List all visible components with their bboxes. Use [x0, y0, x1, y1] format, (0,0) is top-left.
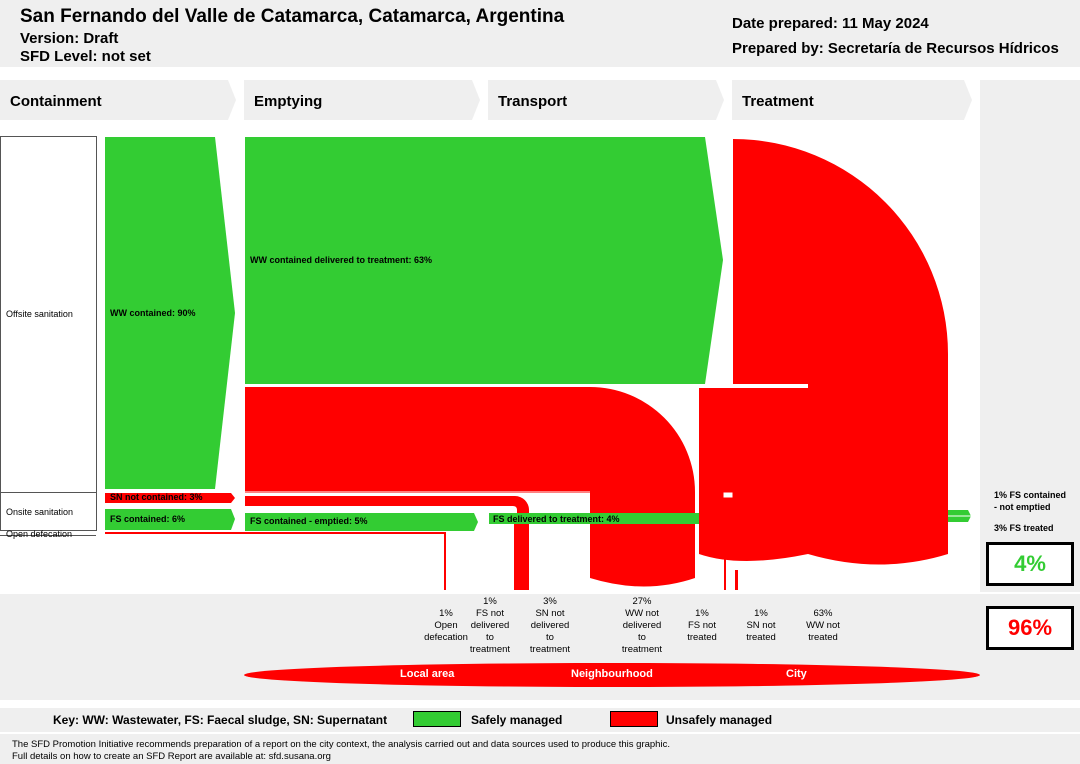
safe-percentage-box: 4% — [986, 542, 1074, 586]
sn-not-contained-flow — [105, 493, 235, 503]
stage-chevron-treatment — [732, 80, 972, 120]
stage-treatment: Treatment — [742, 93, 814, 110]
stage-chevron-containment — [0, 80, 236, 120]
footer-line-1: The SFD Promotion Initiative recommends … — [12, 739, 670, 750]
right-panel — [980, 80, 1080, 592]
stage-transport: Transport — [498, 93, 568, 110]
area-local: Local area — [400, 668, 455, 680]
key-panel — [0, 708, 1080, 732]
sfd-level-text: SFD Level: not set — [20, 48, 151, 65]
key-safe-label: Safely managed — [471, 713, 563, 727]
fs-delivered-label: FS delivered to treatment: 4% — [493, 514, 620, 524]
prepared-by-text: Prepared by: Secretaría de Recursos Hídr… — [732, 40, 1059, 57]
ww-contained-label: WW contained: 90% — [110, 308, 196, 318]
area-ellipse — [244, 663, 980, 687]
ww-treatment-bend — [699, 388, 808, 561]
fs-not-delivered-flow — [514, 513, 520, 590]
sn-not-contained-label: SN not contained: 3% — [110, 492, 203, 502]
fs-emptied-flow — [245, 513, 478, 531]
open-defecation-flow — [105, 532, 445, 534]
sn-treatment-marker — [722, 491, 734, 499]
key-safe-swatch — [413, 711, 461, 727]
onsite-box — [0, 492, 97, 531]
sn-not-treated-drop — [735, 570, 738, 590]
onsite-label: Onsite sanitation — [6, 507, 74, 517]
stage-chevron-transport — [488, 80, 724, 120]
offsite-label: Offsite sanitation — [6, 309, 73, 319]
outcome-open-defecation: 1% Open defecation — [424, 608, 468, 643]
key-unsafe-label: Unsafely managed — [666, 713, 773, 727]
area-neighbourhood: Neighbourhood — [571, 668, 653, 680]
area-city: City — [786, 668, 807, 680]
fs-not-treated-drop — [724, 494, 726, 590]
footer-line-2: Full details on how to create an SFD Rep… — [12, 751, 331, 762]
outcome-sn-not-delivered: 3% SN not delivered to treatment — [529, 596, 571, 655]
fs-contained-label: FS contained: 6% — [110, 514, 186, 524]
stage-emptying: Emptying — [254, 93, 323, 110]
outcome-ww-not-treated: 63% WW not treated — [806, 608, 840, 643]
fs-treated-label: 3% FS treated — [994, 523, 1054, 533]
ww-delivered-label: WW contained delivered to treatment: 63% — [250, 255, 433, 265]
version-text: Version: Draft — [20, 30, 119, 47]
date-prepared-text: Date prepared: 11 May 2024 — [732, 15, 929, 32]
fs-not-emptied-label: 1% FS contained - not emptied — [994, 490, 1067, 512]
fs-emptied-label: FS contained - emptied: 5% — [250, 516, 368, 526]
key-title: Key: WW: Wastewater, FS: Faecal sludge, … — [53, 713, 388, 727]
ww-delivered-flow — [245, 137, 723, 384]
open-defecation-drop — [444, 532, 446, 590]
header-panel — [0, 0, 1080, 67]
footer-panel — [0, 734, 1080, 764]
fs-delivered-flow — [489, 513, 723, 524]
outcome-sn-not-treated: 1% SN not treated — [746, 608, 776, 643]
ww-contained-flow — [105, 137, 235, 489]
stage-chevron-emptying — [244, 80, 480, 120]
outcome-fs-not-treated: 1% FS not treated — [687, 608, 717, 643]
ww-not-treated-flow — [733, 139, 948, 565]
open-defecation-label: Open defecation — [6, 529, 73, 539]
outcome-ww-not-delivered: 27% WW not delivered to treatment — [621, 596, 663, 655]
city-title: San Fernando del Valle de Catamarca, Cat… — [20, 6, 565, 27]
sn-flow-mid — [245, 496, 515, 506]
unsafe-percentage-box: 96% — [986, 606, 1074, 650]
key-unsafe-swatch — [610, 711, 658, 727]
ww-not-delivered-flow — [245, 387, 695, 587]
outcome-fs-not-delivered: 1% FS not delivered to treatment — [469, 596, 511, 655]
fs-contained-flow — [105, 509, 235, 530]
stage-containment: Containment — [10, 93, 102, 110]
